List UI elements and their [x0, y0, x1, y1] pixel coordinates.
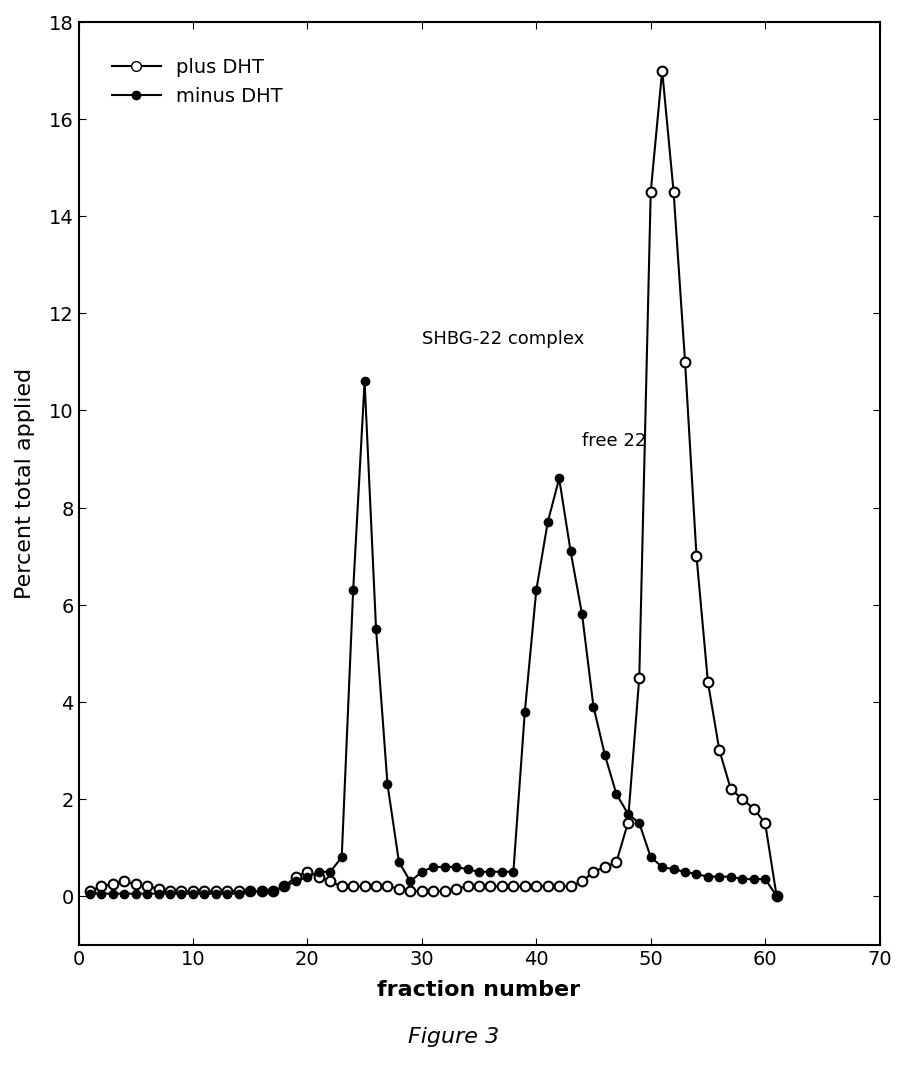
minus DHT	[222, 888, 233, 900]
Text: SHBG-22 complex: SHBG-22 complex	[421, 330, 583, 348]
minus DHT	[84, 888, 95, 900]
plus DHT	[656, 65, 667, 78]
Text: free 22: free 22	[582, 431, 646, 450]
Y-axis label: Percent total applied: Percent total applied	[15, 368, 35, 599]
X-axis label: fraction number: fraction number	[377, 979, 580, 1000]
minus DHT	[507, 865, 518, 878]
minus DHT	[462, 863, 473, 876]
plus DHT	[324, 875, 335, 888]
plus DHT	[690, 550, 701, 563]
plus DHT	[84, 885, 95, 898]
minus DHT	[245, 885, 255, 898]
minus DHT	[359, 375, 370, 388]
Line: plus DHT: plus DHT	[85, 66, 781, 901]
plus DHT	[450, 882, 461, 895]
Line: minus DHT: minus DHT	[86, 377, 780, 900]
plus DHT	[770, 890, 781, 902]
Text: Figure 3: Figure 3	[408, 1026, 498, 1047]
minus DHT	[690, 868, 701, 881]
Legend: plus DHT, minus DHT: plus DHT, minus DHT	[104, 50, 290, 114]
minus DHT	[324, 865, 335, 878]
plus DHT	[222, 885, 233, 898]
minus DHT	[770, 890, 781, 902]
plus DHT	[245, 885, 255, 898]
plus DHT	[496, 880, 506, 893]
